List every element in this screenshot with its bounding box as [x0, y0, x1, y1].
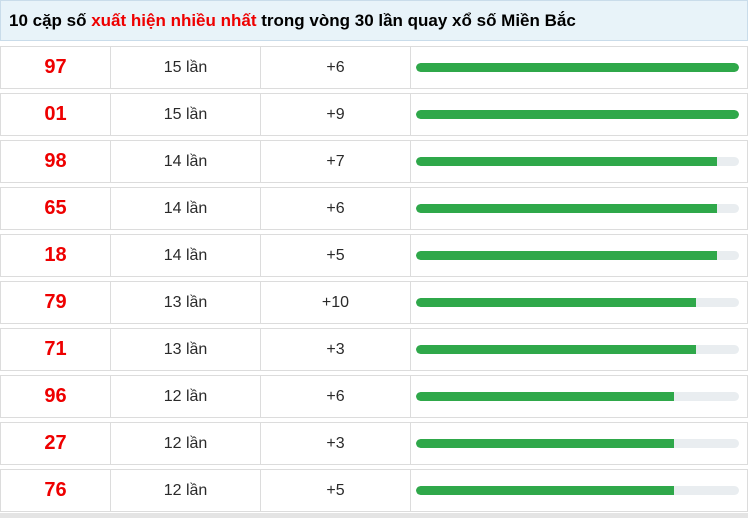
pair-number: 97 — [1, 47, 111, 88]
frequency-bar-cell — [411, 235, 747, 276]
table-row: 71 13 lần +3 — [0, 328, 748, 371]
occurrence-count: 12 lần — [111, 470, 261, 511]
delta-value: +3 — [261, 423, 411, 464]
bottom-divider — [0, 513, 748, 518]
frequency-bar-cell — [411, 423, 747, 464]
table-row: 97 15 lần +6 — [0, 46, 748, 89]
bar-fill — [416, 251, 718, 260]
frequency-bar-cell — [411, 141, 747, 182]
frequency-bar-cell — [411, 47, 747, 88]
delta-value: +7 — [261, 141, 411, 182]
occurrence-count: 15 lần — [111, 94, 261, 135]
occurrence-count: 15 lần — [111, 47, 261, 88]
bar-track — [416, 157, 739, 166]
pair-number: 98 — [1, 141, 111, 182]
bar-fill — [416, 298, 696, 307]
bar-track — [416, 110, 739, 119]
frequency-bar-cell — [411, 188, 747, 229]
bar-track — [416, 345, 739, 354]
table-row: 96 12 lần +6 — [0, 375, 748, 418]
table-row: 18 14 lần +5 — [0, 234, 748, 277]
frequency-bar-cell — [411, 94, 747, 135]
frequency-bar-cell — [411, 329, 747, 370]
delta-value: +9 — [261, 94, 411, 135]
table-row: 27 12 lần +3 — [0, 422, 748, 465]
table-row: 98 14 lần +7 — [0, 140, 748, 183]
pair-number: 01 — [1, 94, 111, 135]
bar-track — [416, 251, 739, 260]
frequency-bar-cell — [411, 376, 747, 417]
bar-fill — [416, 486, 675, 495]
delta-value: +10 — [261, 282, 411, 323]
bar-track — [416, 392, 739, 401]
delta-value: +6 — [261, 47, 411, 88]
bar-track — [416, 439, 739, 448]
occurrence-count: 14 lần — [111, 235, 261, 276]
occurrence-count: 13 lần — [111, 282, 261, 323]
bar-fill — [416, 63, 739, 72]
pair-number: 18 — [1, 235, 111, 276]
delta-value: +3 — [261, 329, 411, 370]
occurrence-count: 12 lần — [111, 376, 261, 417]
pair-number: 76 — [1, 470, 111, 511]
bar-fill — [416, 110, 739, 119]
occurrence-count: 12 lần — [111, 423, 261, 464]
title-suffix: trong vòng 30 lần quay xổ số Miền Bắc — [256, 10, 576, 30]
stats-table: 97 15 lần +6 01 15 lần +9 98 14 lần +7 6… — [0, 46, 748, 512]
bar-fill — [416, 157, 718, 166]
bar-fill — [416, 345, 696, 354]
bar-track — [416, 298, 739, 307]
pair-number: 96 — [1, 376, 111, 417]
pair-number: 71 — [1, 329, 111, 370]
delta-value: +6 — [261, 188, 411, 229]
bar-fill — [416, 439, 675, 448]
table-row: 76 12 lần +5 — [0, 469, 748, 512]
occurrence-count: 14 lần — [111, 188, 261, 229]
occurrence-count: 13 lần — [111, 329, 261, 370]
pair-number: 79 — [1, 282, 111, 323]
delta-value: +6 — [261, 376, 411, 417]
occurrence-count: 14 lần — [111, 141, 261, 182]
table-row: 01 15 lần +9 — [0, 93, 748, 136]
title-highlight: xuất hiện nhiều nhất — [91, 10, 257, 30]
delta-value: +5 — [261, 235, 411, 276]
pair-number: 27 — [1, 423, 111, 464]
bar-fill — [416, 392, 675, 401]
pair-number: 65 — [1, 188, 111, 229]
table-row: 79 13 lần +10 — [0, 281, 748, 324]
title-prefix: 10 cặp số — [9, 10, 92, 30]
bar-track — [416, 63, 739, 72]
frequency-bar-cell — [411, 282, 747, 323]
table-row: 65 14 lần +6 — [0, 187, 748, 230]
panel-title: 10 cặp số xuất hiện nhiều nhất trong vòn… — [0, 0, 748, 41]
frequency-bar-cell — [411, 470, 747, 511]
bar-track — [416, 486, 739, 495]
bar-track — [416, 204, 739, 213]
bar-fill — [416, 204, 718, 213]
delta-value: +5 — [261, 470, 411, 511]
